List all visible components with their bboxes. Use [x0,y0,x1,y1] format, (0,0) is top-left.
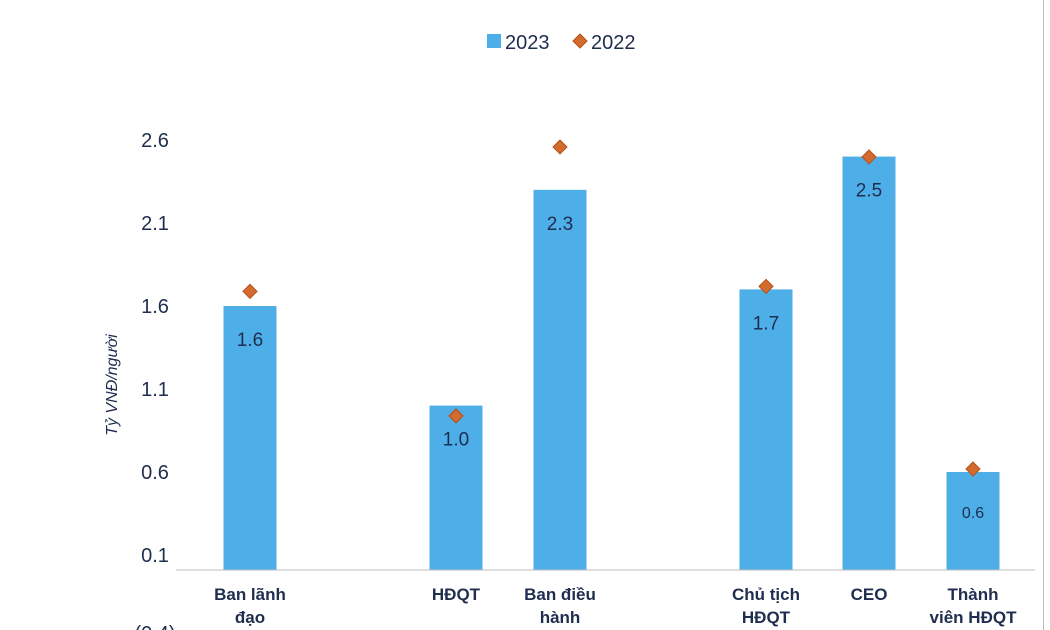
x-category-label: Ban lãnh [214,585,286,604]
bar-2023 [533,189,587,571]
marker-2022 [965,461,981,477]
y-axis: 2.6 2.1 1.6 1.1 0.6 0.1 (0.4) Tỷ VNĐ/người [104,130,176,630]
marker-2022 [758,278,774,295]
y-tick-label: 1.6 [141,296,169,318]
x-category-label: viên HĐQT [930,608,1018,627]
legend-label-2022: 2022 [591,32,636,54]
data-label-2023: 2.5 [856,181,882,202]
x-category-label: Chủ tịch [732,585,800,604]
y-tick-label: 0.6 [141,462,169,484]
data-label-2023: 2.3 [547,214,573,235]
x-category-label: hành [540,608,581,627]
bars-2023 [223,156,1000,571]
x-category-label: Ban điều [524,585,596,604]
y-tick-label: 0.1 [141,545,169,567]
markers-2022 [242,139,981,477]
x-category-label: đạo [235,608,265,627]
x-category-label: CEO [851,585,888,604]
bar-2023 [223,306,277,570]
data-label-2023: 1.6 [237,330,263,351]
data-labels: 1.6 1.0 2.3 1.7 2.5 0.6 [237,181,984,522]
x-category-label: HĐQT [432,585,481,604]
marker-2022 [448,408,464,424]
data-label-2023: 1.7 [753,313,779,334]
legend: 2023 2022 [487,32,636,54]
marker-2022 [861,149,877,165]
data-label-2023: 1.0 [443,430,469,451]
marker-2022 [552,139,568,155]
page-edge-line [1043,0,1044,630]
legend-label-2023: 2023 [505,32,550,54]
y-tick-label: 2.6 [141,130,169,152]
y-tick-label: 1.1 [141,379,169,401]
x-category-label: HĐQT [742,608,791,627]
y-axis-title: Tỷ VNĐ/người [104,334,121,436]
data-label-2023: 0.6 [962,505,984,522]
marker-2022 [242,283,258,300]
bar-2023 [739,289,793,570]
bar-2023 [429,405,483,570]
y-tick-label-cropped: (0.4) [134,623,175,630]
legend-marker-2022 [572,33,588,49]
x-axis: Ban lãnh đạo HĐQT Ban điều hành Chủ tịch HĐQT C… [176,569,1035,627]
legend-swatch-2023 [487,34,501,48]
bar-2023 [946,472,1000,570]
bar-2023 [842,156,896,570]
y-tick-label: 2.1 [141,213,169,235]
x-category-label: Thành [948,585,999,604]
